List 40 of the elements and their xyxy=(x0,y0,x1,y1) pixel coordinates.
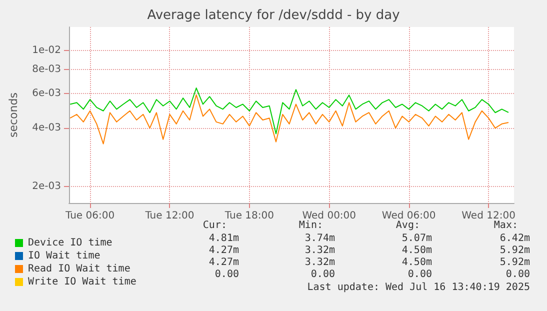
x-tick-label: Wed 12:00 xyxy=(462,210,516,222)
text: 0.00 xyxy=(506,269,530,280)
text: 0.00 xyxy=(310,269,335,280)
text: 6.42m xyxy=(500,233,530,244)
x-tick-label: Tue 12:00 xyxy=(144,210,194,222)
y-tick-label: 4e-03 xyxy=(32,122,61,134)
legend-label: Write IO Wait time xyxy=(28,276,136,288)
text: 3.74m xyxy=(304,233,335,244)
text: 0.00 xyxy=(214,269,239,280)
x-tick-label: Tue 18:00 xyxy=(224,210,274,222)
x-tick-label: Wed 00:00 xyxy=(302,210,356,222)
text: 5.92m xyxy=(500,257,530,268)
text: 4.50m xyxy=(402,245,432,256)
legend-label: IO Wait time xyxy=(28,250,100,262)
legend-label: Read IO Wait time xyxy=(28,264,130,274)
text: 0.00 xyxy=(408,269,432,280)
text: 5.07m xyxy=(402,233,432,244)
text: 3.32m xyxy=(304,257,335,268)
y-tick-label: 2e-03 xyxy=(32,181,61,192)
text: Min: xyxy=(298,220,323,231)
text: 4.27m xyxy=(208,245,239,256)
text: Last update: Wed Jul 16 13:40:19 2025 xyxy=(307,282,530,293)
y-axis-title: seconds xyxy=(7,92,20,138)
y-tick-label: 8e-03 xyxy=(32,64,61,75)
x-tick-label: Wed 06:00 xyxy=(382,210,436,222)
line-series xyxy=(70,88,509,134)
text: Cur: xyxy=(202,220,227,231)
text: 5.92m xyxy=(500,245,530,256)
y-tick-label: 6e-03 xyxy=(32,88,61,100)
text: Avg: xyxy=(396,220,420,231)
text: 4.27m xyxy=(208,257,239,268)
text: Max: xyxy=(494,220,518,231)
text: 4.81m xyxy=(208,233,239,244)
text: 4.50m xyxy=(402,257,432,268)
line-series xyxy=(70,94,509,144)
text: 3.32m xyxy=(304,245,335,256)
y-tick-label: 1e-02 xyxy=(32,45,61,56)
legend-label: Device IO time xyxy=(28,238,112,248)
chart-title: Average latency for /dev/sddd - by day xyxy=(147,8,400,23)
x-tick-label: Tue 06:00 xyxy=(64,210,115,222)
